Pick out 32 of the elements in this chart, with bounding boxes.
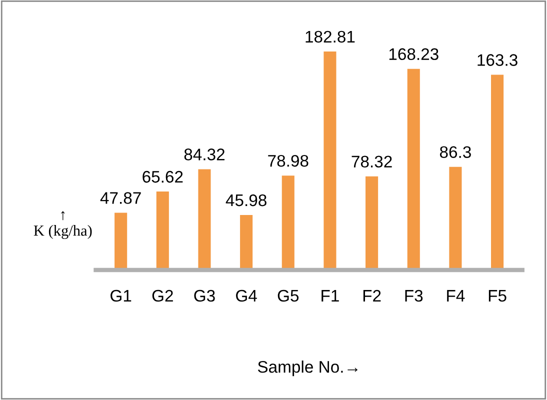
bar bbox=[198, 169, 211, 270]
data-label: 65.62 bbox=[142, 170, 183, 183]
data-label: 163.3 bbox=[478, 54, 518, 66]
x-tick-label: G5 bbox=[278, 290, 299, 302]
bar bbox=[156, 192, 169, 270]
x-tick-label: F5 bbox=[488, 290, 506, 302]
x-tick-label: F3 bbox=[405, 290, 423, 302]
bar bbox=[407, 68, 420, 270]
data-label: 78.98 bbox=[268, 154, 308, 167]
bar bbox=[282, 176, 294, 270]
x-tick-label: G1 bbox=[110, 290, 132, 302]
bar bbox=[491, 74, 504, 270]
bar bbox=[324, 51, 336, 270]
bar bbox=[366, 176, 378, 270]
x-tick-label: F2 bbox=[363, 290, 381, 302]
x-tick-label: G4 bbox=[236, 290, 257, 302]
data-label: 84.32 bbox=[184, 148, 224, 160]
data-label: 47.87 bbox=[100, 192, 141, 204]
x-axis-title: Sample No.→ bbox=[258, 360, 358, 376]
data-label: 78.32 bbox=[352, 156, 392, 168]
data-label: 45.98 bbox=[226, 194, 266, 206]
data-label: 86.3 bbox=[440, 146, 471, 158]
x-tick-label: G3 bbox=[194, 290, 215, 302]
data-label: 182.81 bbox=[306, 30, 355, 43]
data-label: 168.23 bbox=[389, 48, 438, 60]
y-axis-title: ↑ K (kg/ha) bbox=[34, 211, 92, 239]
bar bbox=[449, 166, 462, 270]
bar bbox=[240, 215, 253, 270]
bar bbox=[114, 212, 128, 270]
x-tick-label: G2 bbox=[152, 290, 173, 302]
x-tick-label: F4 bbox=[447, 290, 465, 302]
x-tick-label: F1 bbox=[322, 290, 339, 302]
